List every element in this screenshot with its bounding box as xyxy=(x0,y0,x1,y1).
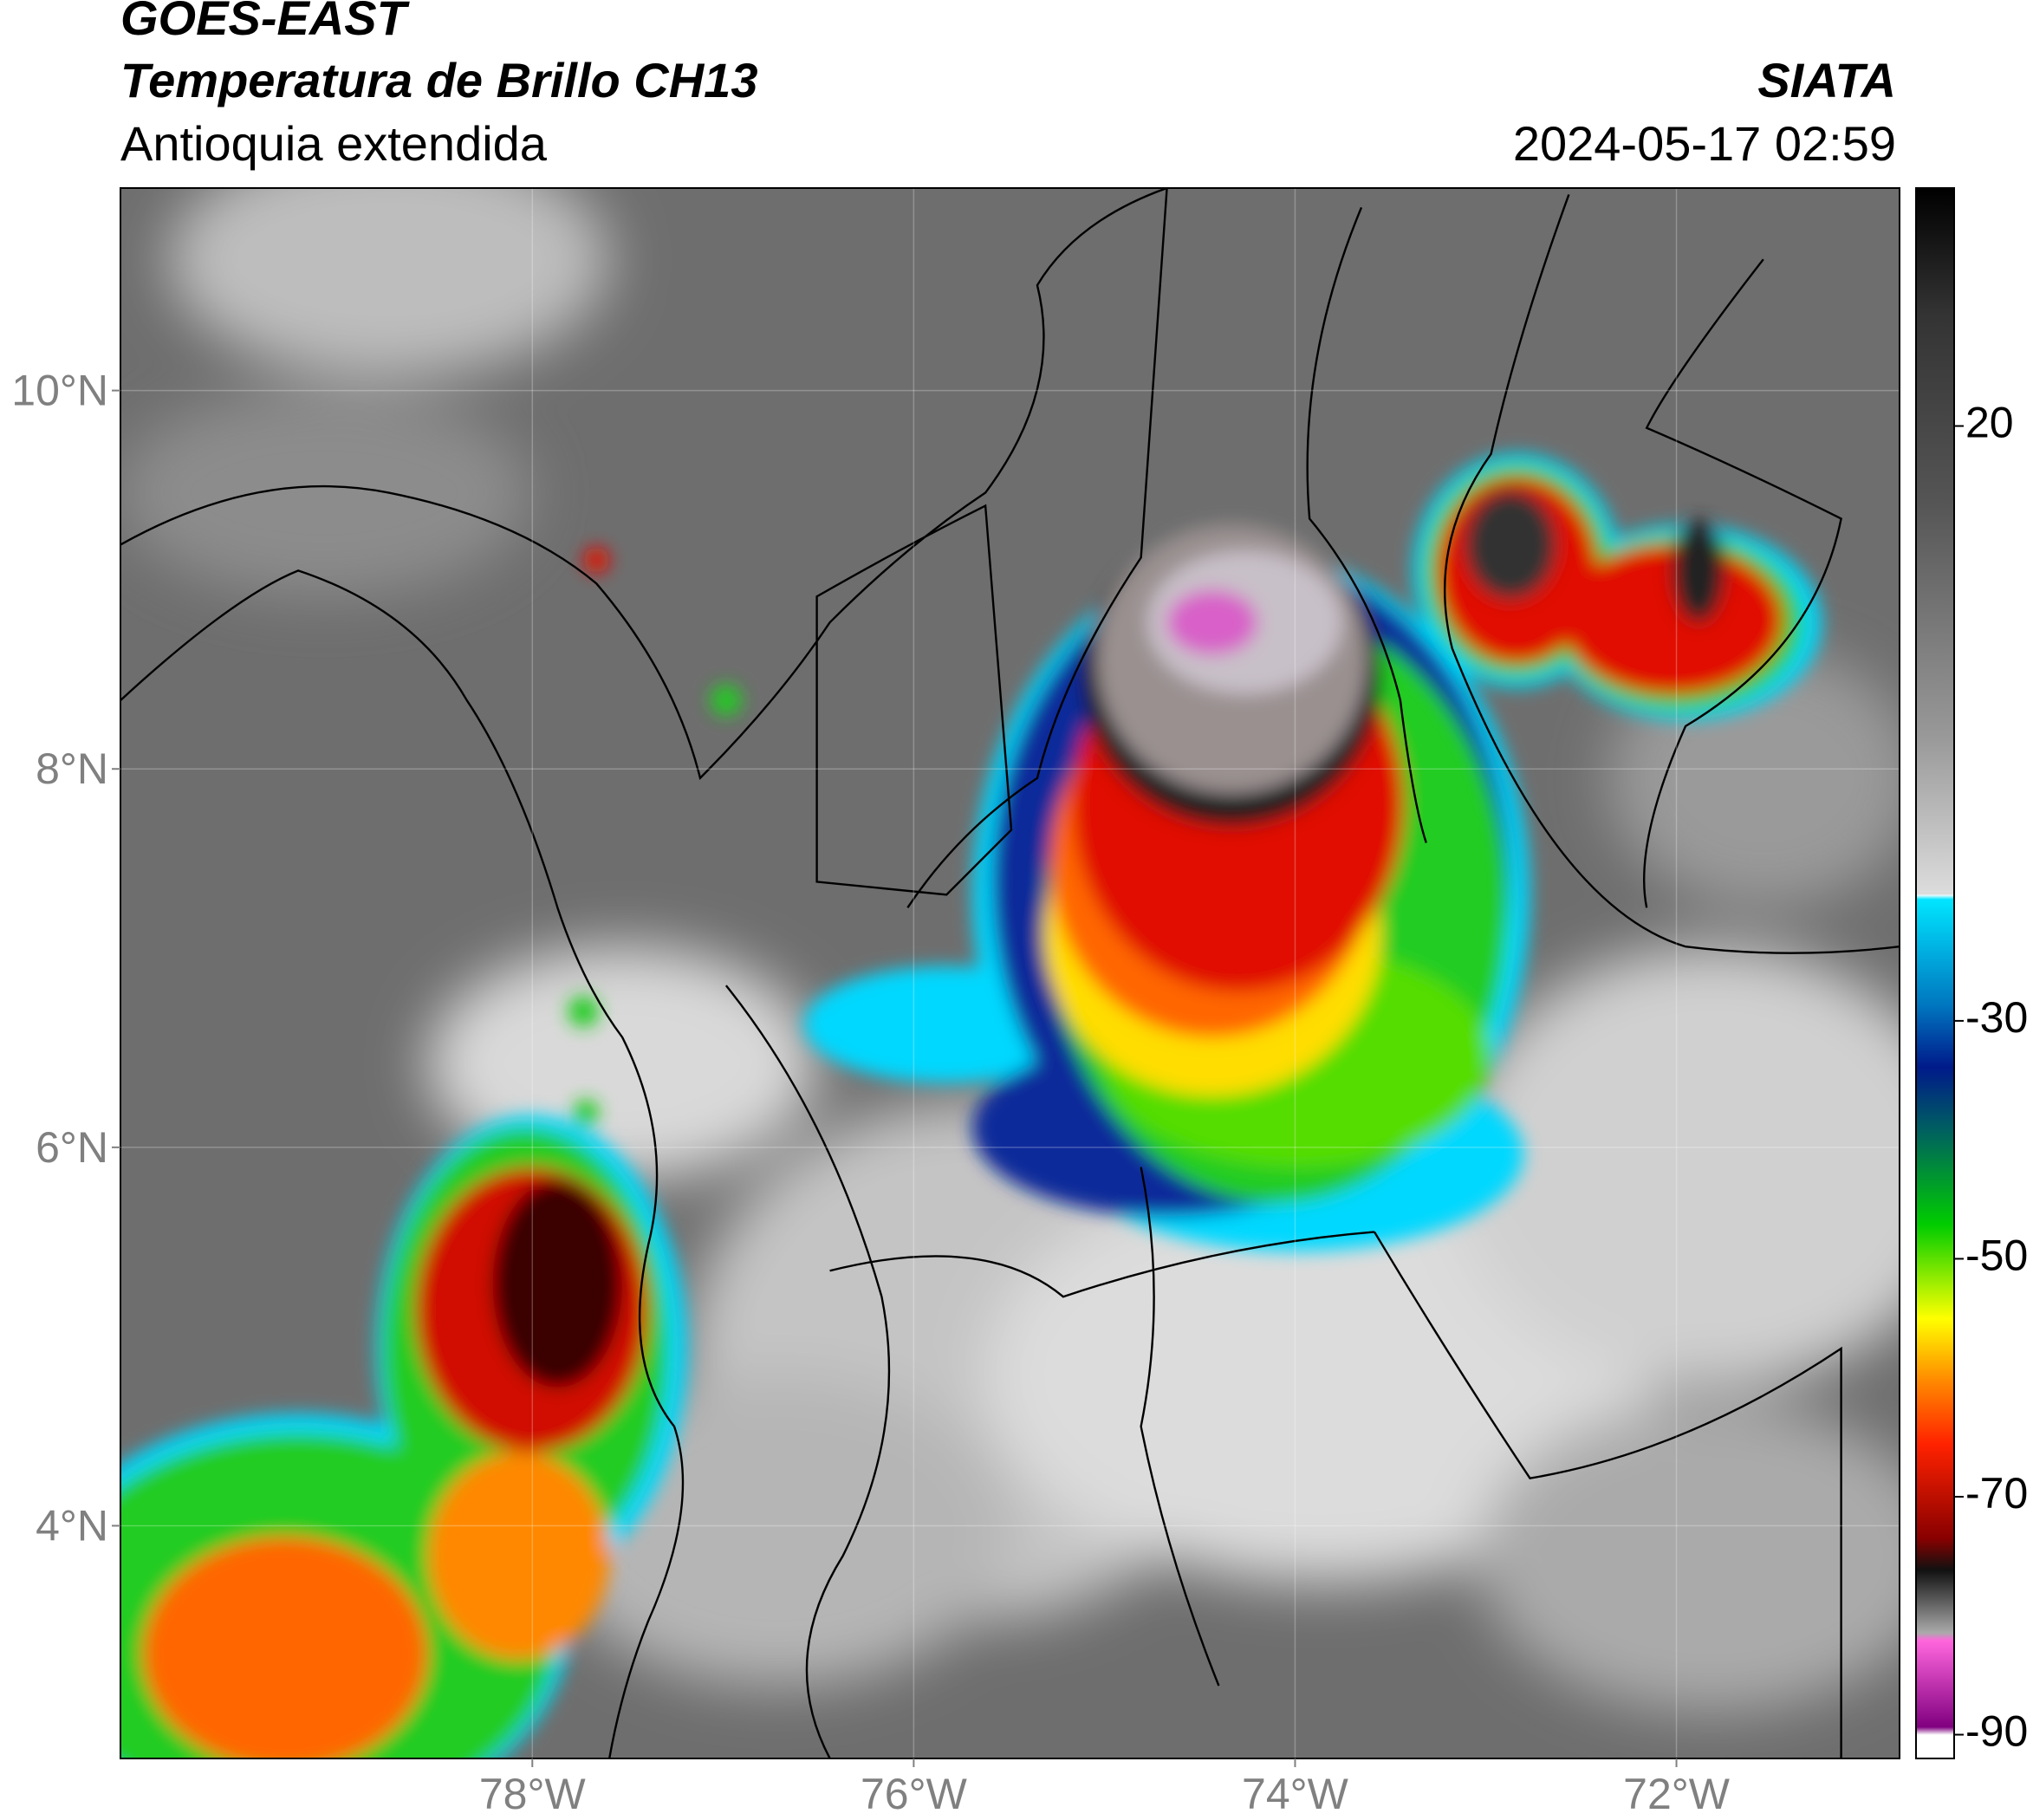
x-tick-label: 78°W xyxy=(479,1770,587,1818)
map-frame xyxy=(120,187,1900,1759)
y-tick-label: 4°N xyxy=(36,1501,108,1550)
colorbar-tick-label: -50 xyxy=(1965,1232,2028,1280)
borders xyxy=(120,188,1900,1758)
y-tick-label: 8°N xyxy=(36,744,108,793)
datetime: 2024-05-17 02:59 xyxy=(1513,116,1896,171)
colorbar-tick-label: -70 xyxy=(1965,1469,2028,1518)
colorbar-tick-label: -90 xyxy=(1965,1707,2028,1756)
subtitle: Temperatura de Brillo CH13 xyxy=(120,53,757,107)
colorbar xyxy=(1915,187,1955,1759)
brand: SIATA xyxy=(1757,53,1896,107)
x-tick-label: 72°W xyxy=(1623,1770,1731,1818)
y-tick-label: 6°N xyxy=(36,1123,108,1172)
gridlines xyxy=(120,188,1900,1758)
colorbar-tick-label: -30 xyxy=(1965,993,2028,1042)
x-tick-label: 76°W xyxy=(861,1770,968,1818)
colorbar-tick-label: 20 xyxy=(1965,399,2014,447)
region: Antioquia extendida xyxy=(120,116,548,171)
satellite-image xyxy=(120,188,1900,1758)
y-tick-label: 10°N xyxy=(11,367,108,415)
title: GOES-EAST xyxy=(120,0,411,45)
x-tick-label: 74°W xyxy=(1242,1770,1349,1818)
